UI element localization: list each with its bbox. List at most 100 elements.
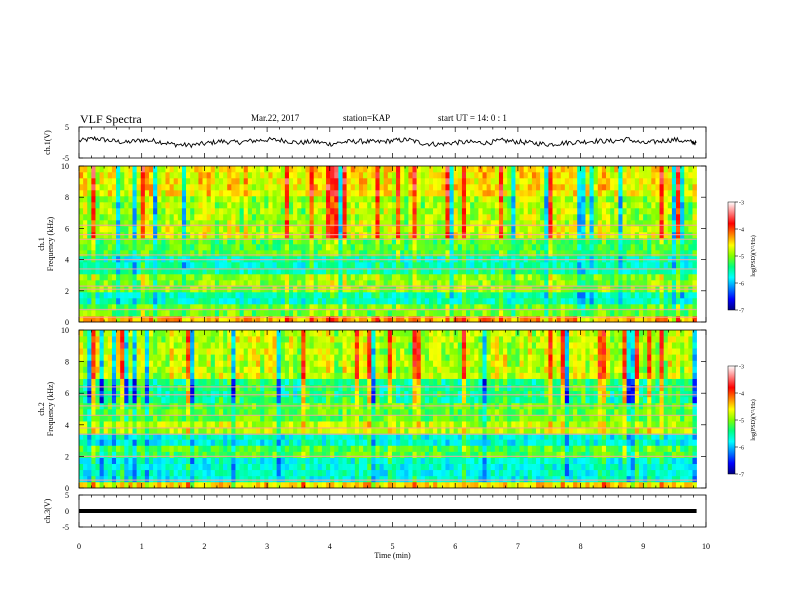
ch1-spectrogram-cell	[638, 244, 644, 251]
ch1-spectrogram-cell	[486, 274, 492, 281]
ch1-spectrogram-cell	[317, 220, 323, 227]
ch1-spectrogram-cell	[622, 172, 627, 179]
ch1-spectrogram-cell	[247, 298, 253, 305]
ch1-spectrogram-ytick-label: 6	[65, 224, 69, 233]
ch1-spectrogram-cell	[111, 244, 117, 251]
ch1-spectrogram-cell	[116, 316, 121, 323]
ch1-spectrogram-cell	[647, 172, 652, 179]
ch1-spectrogram-cell	[371, 202, 376, 209]
ch2-spectrogram-cell	[83, 463, 88, 471]
ch2-spectrogram-cell	[498, 481, 504, 489]
ch2-spectrogram-cell	[527, 475, 533, 483]
ch1-spectrogram-cell	[527, 244, 533, 251]
ch2-spectrogram-cell	[165, 463, 170, 471]
ch1-spectrogram-cell	[103, 250, 109, 257]
ch1-spectrogram-cell	[453, 250, 459, 257]
ch1-spectrogram-cell	[659, 214, 664, 221]
ch1-spectrogram-cell	[284, 196, 290, 203]
ch1-spectrogram-cell	[688, 292, 693, 299]
ch1-spectrogram-cell	[663, 316, 669, 323]
ch1-spectrogram-cell	[169, 238, 174, 245]
ch1-spectrogram-cell	[330, 244, 335, 251]
ch2-spectrogram-cell	[330, 475, 335, 483]
ch1-spectrogram-cell	[391, 202, 397, 209]
ch1-spectrogram-cell	[243, 184, 249, 191]
ch1-spectrogram-cell	[676, 262, 681, 269]
ch2-spectrogram-cell	[116, 457, 121, 464]
ch1-spectrogram-cell	[169, 178, 174, 185]
ch1-spectrogram-cell	[99, 178, 105, 185]
ch1-spectrogram-cell	[83, 238, 88, 245]
ch1-spectrogram-cell	[256, 250, 261, 257]
ch1-spectrogram-cell	[610, 226, 615, 233]
ch1-spectrogram-cell	[375, 274, 380, 281]
ch2-spectrogram-cell	[79, 451, 84, 458]
ch1-spectrogram-cell	[132, 226, 137, 233]
ch1-spectrogram-cell	[638, 190, 644, 197]
ch1-spectrogram-cell	[486, 202, 492, 209]
ch1-spectrogram-cell	[643, 250, 648, 257]
ch2-spectrogram-cell	[334, 481, 339, 489]
ch2-spectrogram-cell	[412, 457, 417, 464]
ch1-spectrogram-cell	[606, 292, 611, 299]
ch1-spectrogram-cell	[408, 196, 413, 203]
ch1-spectrogram-cell	[470, 196, 475, 203]
ch1-spectrogram-cell	[124, 268, 129, 275]
ch1-waveform-trace	[78, 135, 697, 149]
ch2-spectrogram-cell	[486, 469, 492, 477]
ch2-spectrogram-cell	[326, 481, 331, 489]
ch1-spectrogram-cell	[153, 280, 158, 287]
ch1-spectrogram-cell	[363, 196, 368, 203]
ch1-spectrogram-cell	[544, 250, 549, 257]
ch1-spectrogram-cell	[536, 220, 541, 227]
ch1-spectrogram-cell	[342, 190, 347, 197]
ch1-spectrogram-cell	[614, 220, 619, 227]
ch1-spectrogram-cell	[321, 268, 327, 275]
ch1-spectrogram-cell	[638, 226, 644, 233]
ch2-spectrogram-cell	[214, 457, 220, 464]
ch1-spectrogram-cell	[684, 226, 689, 233]
ch2-spectrogram-cell	[346, 481, 352, 489]
ch1-spectrogram-cell	[276, 196, 282, 203]
ch1-spectrogram-cell	[453, 178, 459, 185]
ch1-spectrogram-cell	[194, 292, 199, 299]
ch1-spectrogram-cell	[354, 304, 360, 311]
ch1-spectrogram-cell	[346, 310, 352, 317]
ch2-spectrogram-cell	[564, 457, 570, 464]
ch1-spectrogram-cell	[416, 202, 422, 209]
ch1-spectrogram-cell	[457, 226, 463, 233]
ch1-spectrogram-cell	[441, 208, 446, 215]
ch1-spectrogram-cell	[404, 172, 409, 179]
ch1-spectrogram-cell	[301, 244, 306, 251]
ch1-spectrogram-cell	[433, 268, 438, 275]
ch2-spectrogram-cell	[136, 481, 142, 489]
ch1-spectrogram-cell	[293, 196, 298, 203]
ch1-spectrogram-cell	[552, 220, 557, 227]
ch2-spectrogram-cell	[610, 463, 615, 471]
ch2-spectrogram-cell	[116, 475, 121, 483]
ch1-spectrogram-cell	[284, 178, 290, 185]
ch1-spectrogram-cell	[667, 262, 673, 269]
ch2-spectrogram-cell	[428, 481, 434, 489]
ch1-spectrogram-cell	[655, 304, 660, 311]
ch1-spectrogram-cell	[503, 310, 508, 317]
ch1-spectrogram-cell	[478, 178, 483, 185]
ch2-spectrogram-cell	[313, 475, 319, 483]
ch1-spectrogram-cell	[297, 226, 302, 233]
ch1-spectrogram-cell	[667, 166, 673, 173]
ch1-spectrogram-cell	[379, 208, 384, 215]
ch1-spectrogram-cell	[441, 178, 446, 185]
ch2-spectrogram-cell	[276, 475, 282, 483]
ch1-spectrogram-cell	[638, 196, 644, 203]
ch1-spectrogram-cell	[416, 184, 422, 191]
ch1-spectrogram-cell	[651, 292, 656, 299]
ch2-spectrogram-cell	[231, 457, 236, 464]
ch1-spectrogram-cell	[433, 172, 438, 179]
ch1-spectrogram-cell	[247, 310, 253, 317]
ch1-spectrogram-cell	[235, 220, 240, 227]
ch1-spectrogram-cell	[400, 220, 405, 227]
ch1-spectrogram-cell	[79, 172, 84, 179]
ch2-spectrogram-cell	[445, 481, 450, 489]
ch2-spectrogram-cell	[573, 457, 578, 464]
ch2-spectrogram-cell	[288, 463, 294, 471]
